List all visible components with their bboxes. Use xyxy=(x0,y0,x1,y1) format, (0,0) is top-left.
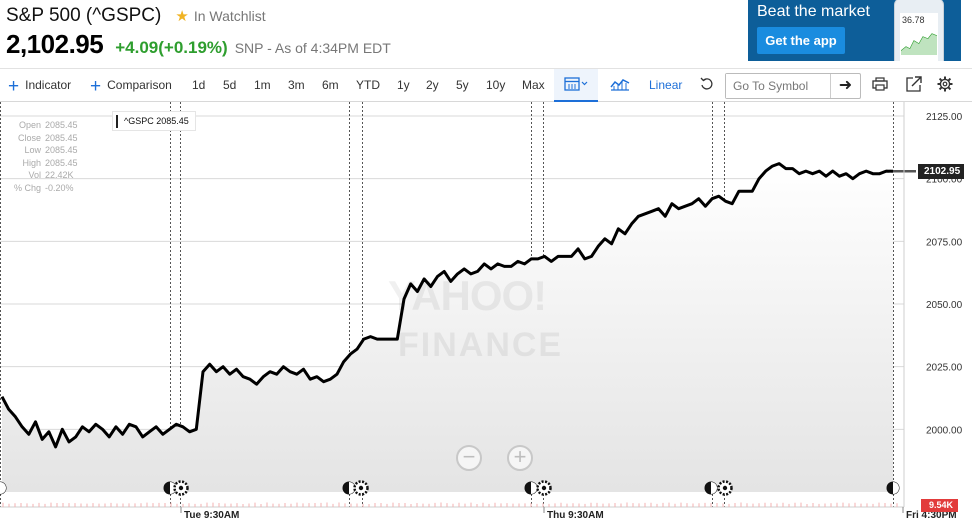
last-price: 2,102.95 xyxy=(6,29,103,60)
sun-icon xyxy=(723,486,727,490)
chart-type-button[interactable] xyxy=(610,69,630,102)
ohlc-row: Close 2085.45 xyxy=(10,132,78,145)
y-tick-label: 2125.00 xyxy=(926,112,963,123)
quote-header: S&P 500 (^GSPC) ★ In Watchlist 2,102.95 … xyxy=(0,0,972,68)
indicator-button[interactable]: + Indicator xyxy=(8,69,71,102)
y-tick-label: 2000.00 xyxy=(926,425,963,436)
print-icon xyxy=(872,77,888,91)
phone-value: 36.78 xyxy=(902,15,925,25)
as-of-text: SNP - As of 4:34PM EDT xyxy=(235,40,391,56)
ad-title: Beat the market xyxy=(757,3,870,21)
range-3m[interactable]: 3m xyxy=(288,69,305,102)
watermark-yahoo: YAHOO! xyxy=(388,272,546,320)
ohlc-key: % Chg xyxy=(10,182,41,195)
ohlc-row: Vol 22.42K xyxy=(10,169,78,182)
area-chart-icon xyxy=(610,77,630,91)
ohlc-panel: Open 2085.45 Close 2085.45 Low 2085.45 High 208… xyxy=(10,119,78,194)
range-ytd[interactable]: YTD xyxy=(356,69,380,102)
watchlist-label: In Watchlist xyxy=(194,8,266,24)
last-price-flag: 2102.95 xyxy=(918,164,964,179)
arrow-right-icon[interactable]: ➜ xyxy=(830,74,860,98)
ohlc-key: Open xyxy=(10,119,41,132)
crosshair-tooltip: ^GSPC 2085.45 xyxy=(112,111,196,131)
watchlist-toggle[interactable]: ★ In Watchlist xyxy=(175,7,265,25)
y-tick-label: 2050.00 xyxy=(926,300,963,311)
reset-button[interactable] xyxy=(700,69,714,102)
chart-toolbar: + Indicator + Comparison 1d 5d 1m 3m 6m YT… xyxy=(0,68,972,102)
gear-icon xyxy=(937,76,953,92)
ohlc-value: -0.20% xyxy=(45,182,74,195)
sun-icon xyxy=(542,486,546,490)
ohlc-key: Close xyxy=(10,132,41,145)
ohlc-key: High xyxy=(10,157,41,170)
goto-symbol-input[interactable] xyxy=(726,74,830,98)
popout-button[interactable] xyxy=(906,69,922,102)
goto-symbol-box: ➜ xyxy=(725,73,861,99)
range-1y[interactable]: 1y xyxy=(397,69,410,102)
range-5y[interactable]: 5y xyxy=(456,69,469,102)
calendar-icon xyxy=(564,77,588,91)
title-row: S&P 500 (^GSPC) ★ In Watchlist xyxy=(6,5,266,27)
scale-toggle[interactable]: Linear xyxy=(649,69,682,102)
ticker-name: S&P 500 (^GSPC) xyxy=(6,5,161,27)
price-row: 2,102.95 +4.09(+0.19%) SNP - As of 4:34P… xyxy=(6,29,391,60)
print-button[interactable] xyxy=(872,69,888,102)
settings-button[interactable] xyxy=(937,69,953,102)
ohlc-row: Open 2085.45 xyxy=(10,119,78,132)
plus-icon: + xyxy=(90,76,101,97)
phone-image: 36.78 xyxy=(894,0,944,61)
star-icon: ★ xyxy=(175,7,188,25)
get-app-button[interactable]: Get the app xyxy=(757,27,845,54)
ohlc-value: 2085.45 xyxy=(45,132,78,145)
sun-icon xyxy=(179,486,183,490)
ohlc-key: Low xyxy=(10,144,41,157)
x-tick-label: Thu 9:30AM xyxy=(547,510,604,521)
y-tick-label: 2025.00 xyxy=(926,363,963,374)
indicator-label: Indicator xyxy=(25,78,71,92)
watermark-finance: FINANCE xyxy=(398,326,563,365)
ohlc-row: High 2085.45 xyxy=(10,157,78,170)
ohlc-value: 2085.45 xyxy=(45,119,78,132)
x-tick-label: Tue 9:30AM xyxy=(184,510,239,521)
undo-icon xyxy=(700,77,714,91)
range-2y[interactable]: 2y xyxy=(426,69,439,102)
range-10y[interactable]: 10y xyxy=(486,69,505,102)
phone-graph-icon xyxy=(901,29,937,55)
date-range-picker[interactable] xyxy=(554,69,598,102)
range-1d[interactable]: 1d xyxy=(192,69,205,102)
price-chart[interactable]: 2000.00 2025.00 2050.00 2075.00 2100.00 2125.… xyxy=(0,102,972,524)
ohlc-value: 2085.45 xyxy=(45,157,78,170)
zoom-out-icon[interactable]: − xyxy=(456,445,482,471)
ohlc-value: 2085.45 xyxy=(45,144,78,157)
app-ad-banner[interactable]: Beat the market Get the app 36.78 xyxy=(748,0,961,61)
comparison-label: Comparison xyxy=(107,78,172,92)
comparison-button[interactable]: + Comparison xyxy=(90,69,172,102)
ohlc-value: 22.42K xyxy=(45,169,74,182)
range-6m[interactable]: 6m xyxy=(322,69,339,102)
volume-flag: 9.54K xyxy=(921,499,958,512)
ohlc-key: Vol xyxy=(10,169,41,182)
plus-icon: + xyxy=(8,76,19,97)
range-5d[interactable]: 5d xyxy=(223,69,236,102)
zoom-in-icon[interactable]: + xyxy=(507,445,533,471)
y-tick-label: 2075.00 xyxy=(926,237,963,248)
ohlc-row: % Chg -0.20% xyxy=(10,182,78,195)
price-change: +4.09(+0.19%) xyxy=(115,38,227,58)
moon-icon xyxy=(893,482,899,494)
sun-icon xyxy=(359,486,363,490)
ohlc-row: Low 2085.45 xyxy=(10,144,78,157)
range-1m[interactable]: 1m xyxy=(254,69,271,102)
range-max[interactable]: Max xyxy=(522,69,545,102)
external-link-icon xyxy=(906,76,922,92)
